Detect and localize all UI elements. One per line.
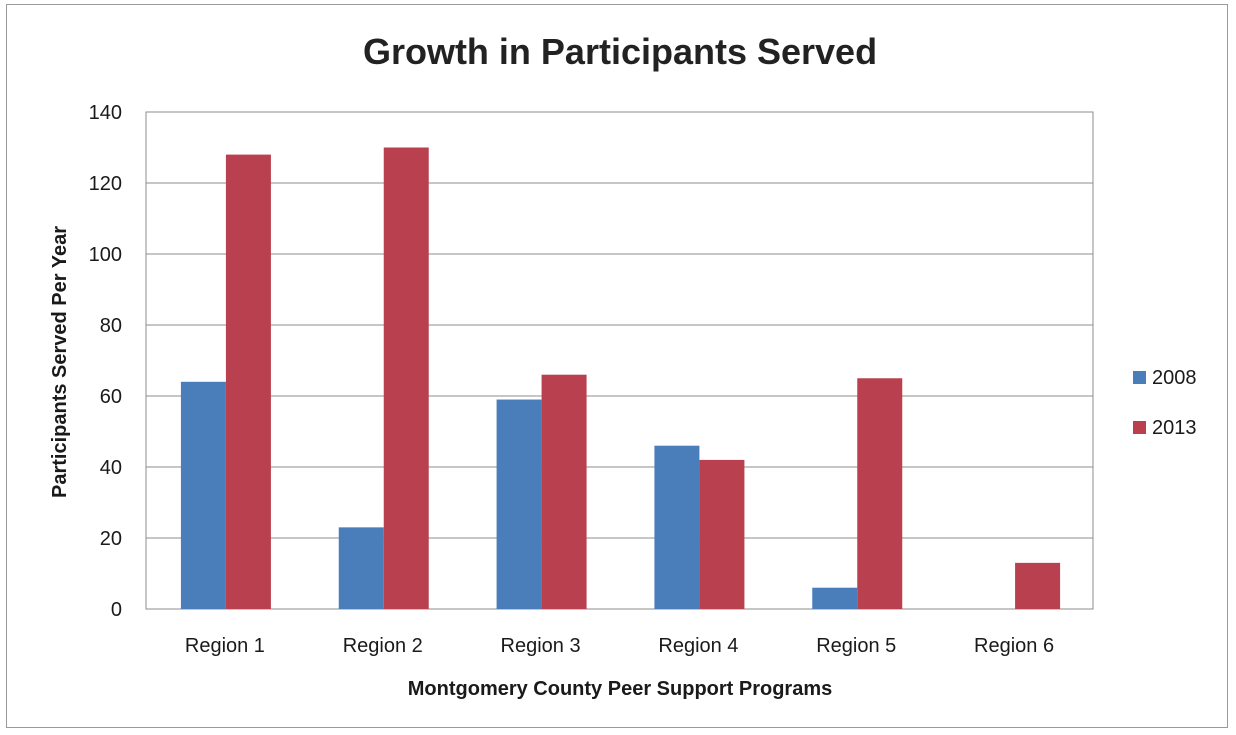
x-tick-label: Region 1 (185, 635, 265, 657)
bar-2013-region-1 (225, 154, 271, 609)
y-tick-label: 40 (100, 457, 122, 479)
x-axis-ticks: Region 1 Region 2 Region 3 Region 4 Region 5… (185, 635, 1054, 657)
bar-2008-region-4 (654, 445, 700, 609)
x-axis-title: Montgomery County Peer Support Programs (408, 678, 833, 700)
y-tick-label: 80 (100, 315, 122, 337)
y-tick-label: 120 (89, 173, 122, 195)
bars (180, 147, 1061, 609)
bar-2013-region-3 (541, 374, 587, 609)
bar-2008-region-1 (180, 381, 226, 609)
chart-title: Growth in Participants Served (363, 31, 877, 72)
legend-swatch (1133, 421, 1146, 434)
plot-area-border (145, 111, 1094, 610)
y-tick-label: 20 (100, 528, 122, 550)
y-axis-ticks: 0 20 40 60 80 100 120 140 (89, 102, 122, 621)
x-tick-label: Region 5 (816, 635, 896, 657)
bar-2013-region-5 (857, 378, 903, 609)
legend-label: 2013 (1152, 417, 1197, 439)
bar-2008-region-5 (812, 587, 858, 609)
bar-2013-region-4 (699, 459, 745, 609)
bar-2013-region-2 (383, 147, 429, 609)
y-axis-title: Participants Served Per Year (49, 226, 71, 498)
x-tick-label: Region 3 (501, 635, 581, 657)
bar-2013-region-6 (1015, 562, 1061, 609)
x-tick-label: Region 4 (658, 635, 738, 657)
y-tick-label: 0 (111, 599, 122, 621)
y-tick-label: 140 (89, 102, 122, 124)
legend-swatch (1133, 371, 1146, 384)
y-tick-label: 100 (89, 244, 122, 266)
legend-label: 2008 (1152, 367, 1197, 389)
legend: 2008 2013 (1133, 367, 1197, 439)
bar-2008-region-3 (496, 399, 542, 609)
x-tick-label: Region 2 (343, 635, 423, 657)
gridlines (146, 111, 1093, 610)
y-tick-label: 60 (100, 386, 122, 408)
bar-2008-region-2 (338, 527, 384, 609)
x-tick-label: Region 6 (974, 635, 1054, 657)
